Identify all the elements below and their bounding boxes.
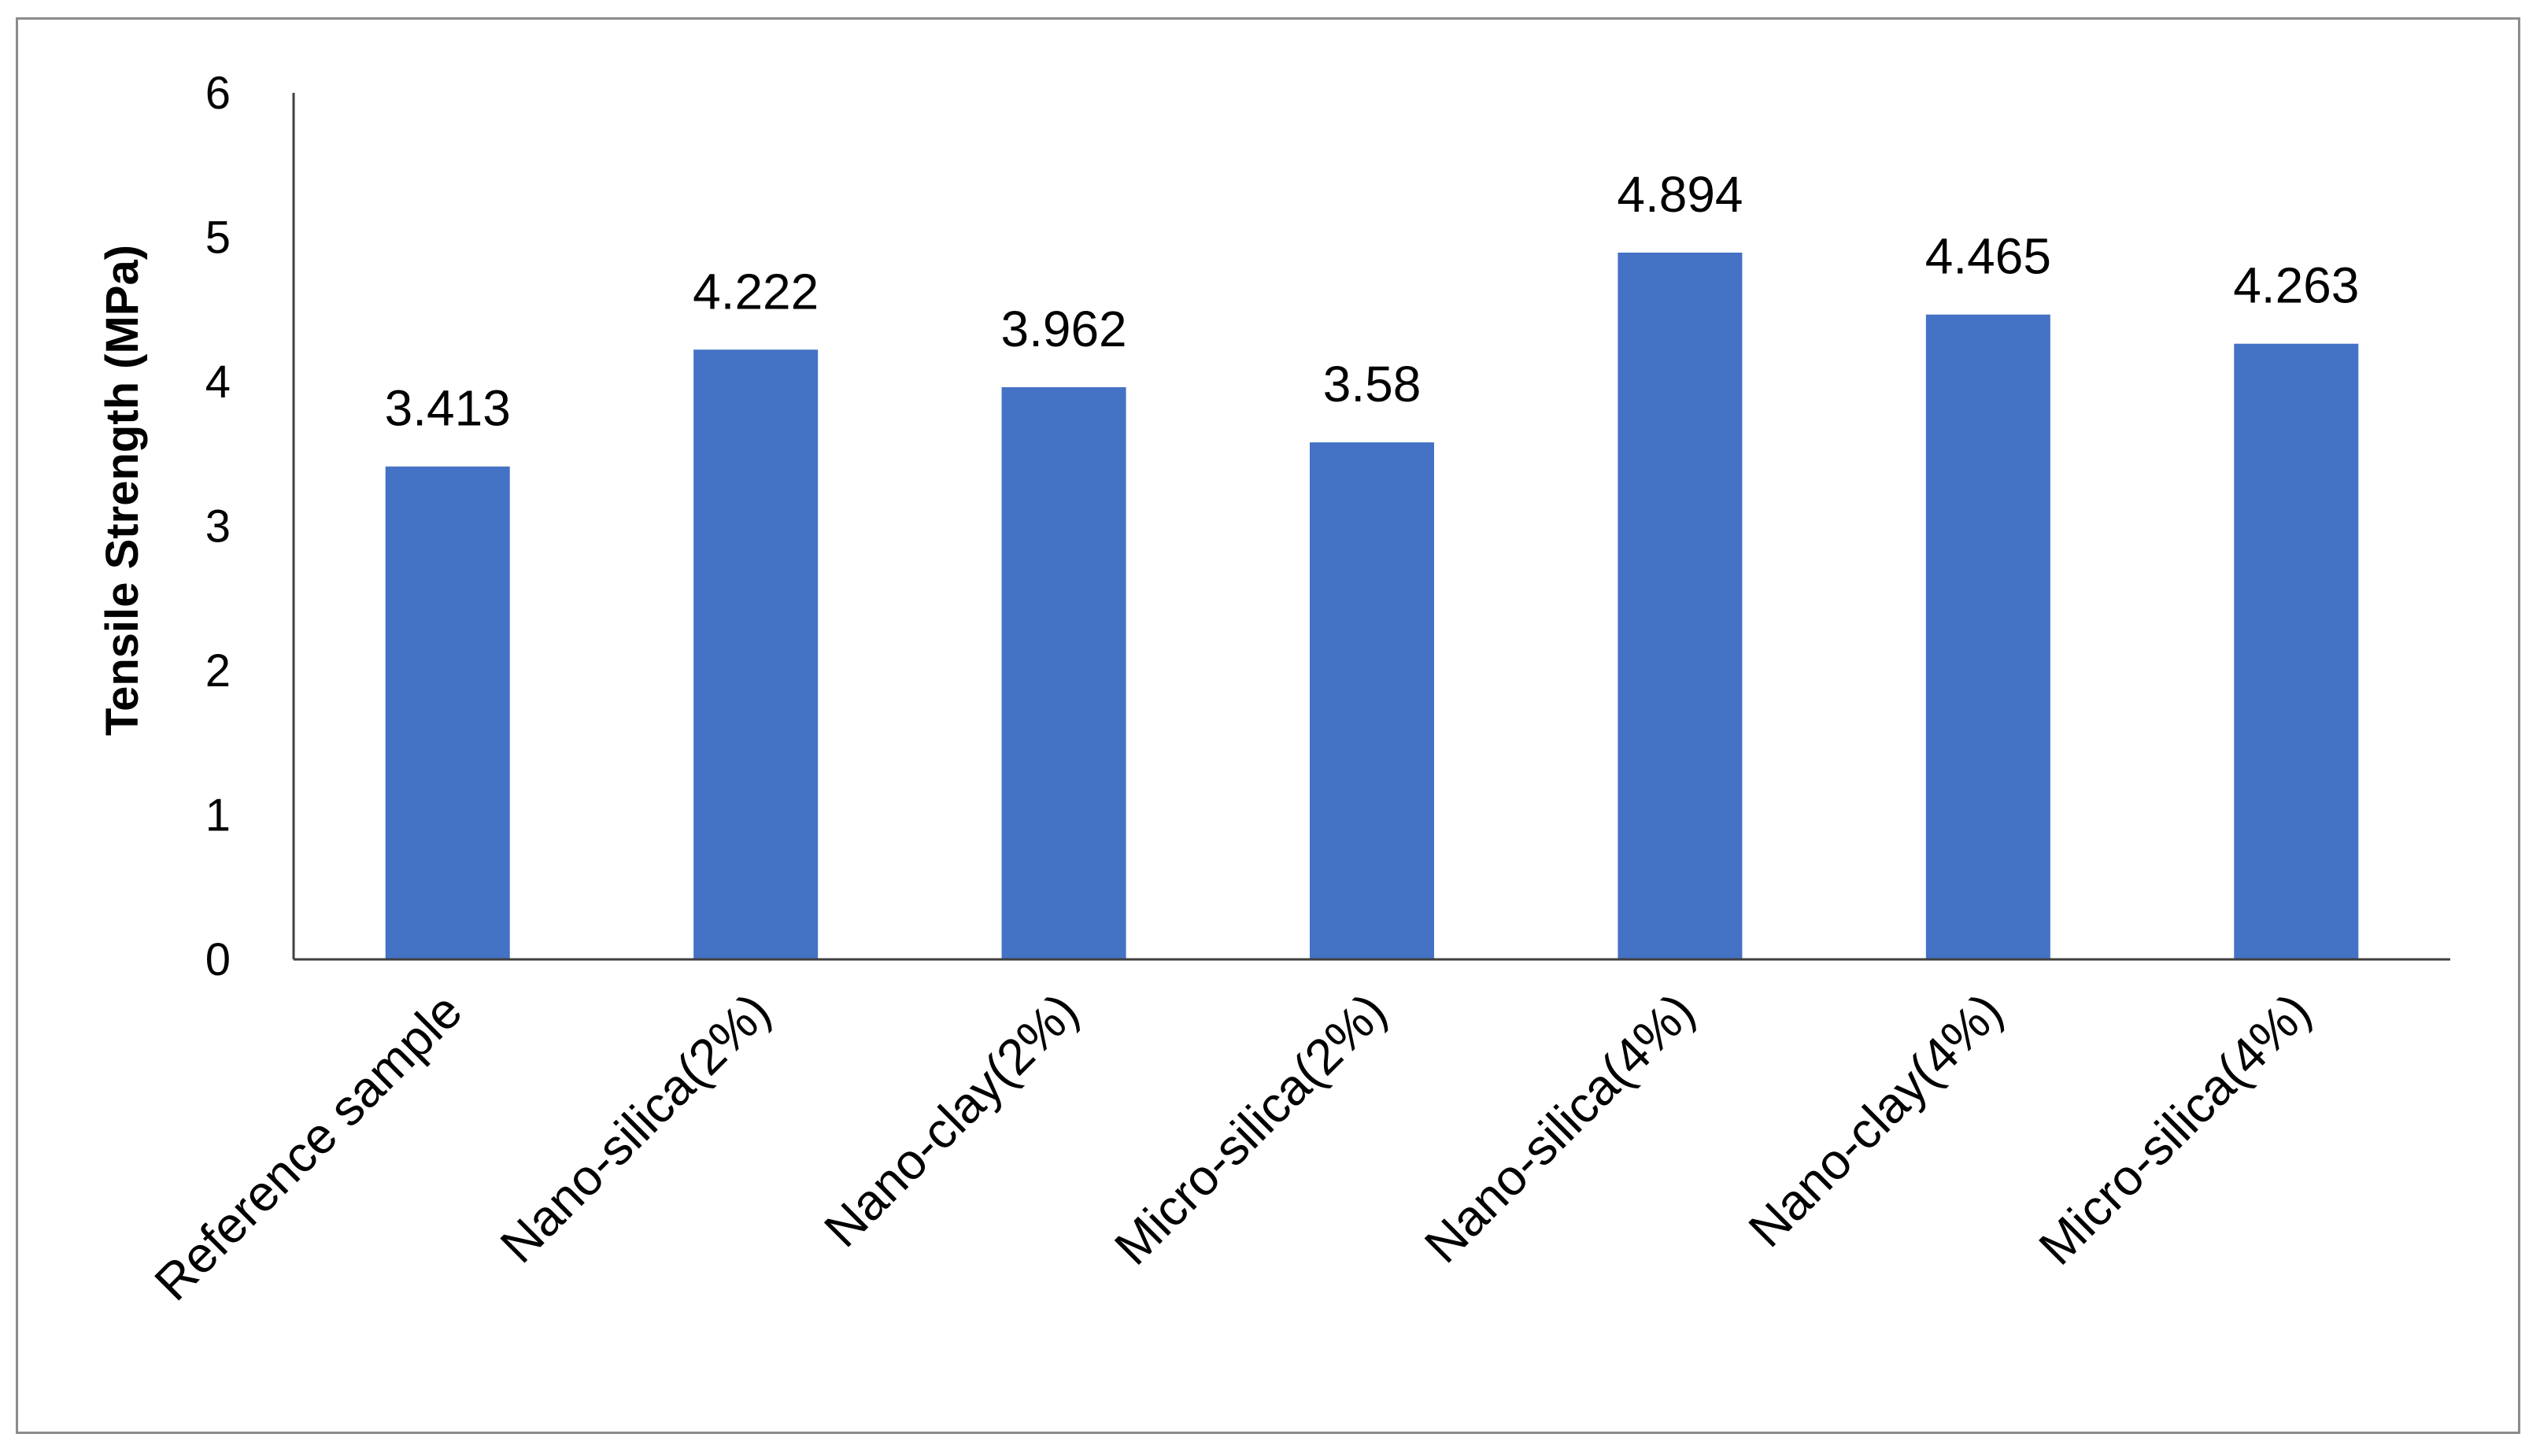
bar: [2234, 343, 2359, 959]
data-label: 4.894: [1617, 166, 1743, 223]
category-label: Micro-silica(4%): [2028, 982, 2321, 1276]
bar: [1925, 314, 2050, 959]
category-label: Reference sample: [143, 982, 472, 1311]
category-label: Nano-clay(4%): [1738, 982, 2013, 1258]
data-label: 4.222: [693, 263, 819, 320]
bar: [693, 349, 819, 959]
y-axis-ticks: 0 1 2 3 4 5 6: [205, 68, 231, 985]
y-tick-label: 1: [205, 790, 231, 841]
y-axis-title: Tensile Strength (MPa): [97, 245, 148, 736]
y-tick-label: 6: [205, 68, 231, 119]
category-label: Nano-silica(4%): [1414, 982, 1705, 1273]
data-label: 3.962: [1000, 301, 1126, 357]
bar: [385, 466, 510, 959]
data-label: 4.465: [1925, 228, 2051, 285]
bar: [1001, 386, 1126, 959]
data-labels: 3.413 4.222 3.962 3.58 4.894 4.465 4.263: [385, 166, 2360, 437]
y-axis-title-group: Tensile Strength (MPa): [97, 245, 148, 736]
y-tick-label: 5: [205, 212, 231, 264]
data-label: 3.413: [385, 380, 511, 437]
y-tick-label: 4: [205, 357, 231, 408]
y-tick-label: 2: [205, 645, 231, 697]
data-label: 3.58: [1323, 356, 1422, 412]
data-label: 4.263: [2233, 257, 2359, 314]
category-label: Nano-clay(2%): [813, 982, 1089, 1258]
bars: [385, 252, 2359, 959]
bar: [1618, 252, 1743, 959]
category-label: Nano-silica(2%): [490, 982, 781, 1273]
category-labels: Reference sample Nano-silica(2%) Nano-clay…: [143, 982, 2321, 1311]
bar: [1310, 442, 1434, 959]
y-tick-label: 0: [205, 934, 231, 985]
y-tick-label: 3: [205, 501, 231, 552]
category-label: Micro-silica(2%): [1104, 982, 1397, 1276]
